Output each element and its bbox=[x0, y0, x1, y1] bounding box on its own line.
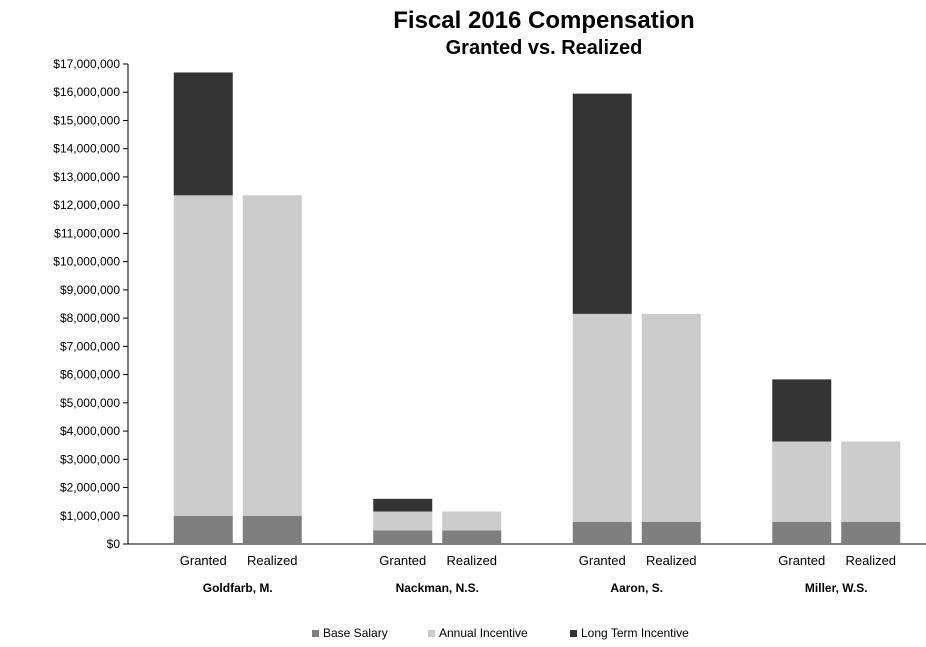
bar-segment bbox=[572, 313, 632, 522]
chart-subtitle: Granted vs. Realized bbox=[446, 37, 643, 59]
y-tick-label: $2,000,000 bbox=[60, 481, 120, 495]
y-tick-label: $12,000,000 bbox=[53, 198, 120, 212]
bar-segment bbox=[242, 195, 302, 516]
y-tick-label: $1,000,000 bbox=[60, 509, 120, 523]
bar-segment bbox=[641, 313, 701, 522]
y-tick-label: $5,000,000 bbox=[60, 396, 120, 410]
group-label: Miller, W.S. bbox=[805, 581, 868, 595]
bar-segment bbox=[173, 195, 233, 516]
legend: Base Salary Annual Incentive Long Term Inc… bbox=[312, 626, 689, 640]
group-label: Aaron, S. bbox=[610, 581, 663, 595]
bar-category-label: Granted bbox=[579, 553, 626, 568]
bar-category-label: Granted bbox=[778, 553, 825, 568]
bar-segment bbox=[841, 441, 901, 522]
y-tick-label: $0 bbox=[107, 537, 121, 551]
bar-segment bbox=[373, 498, 433, 512]
bar-category-label: Granted bbox=[379, 553, 426, 568]
bar-segment bbox=[173, 515, 233, 544]
y-tick-label: $4,000,000 bbox=[60, 424, 120, 438]
legend-label: Annual Incentive bbox=[439, 626, 528, 640]
legend-swatch bbox=[312, 630, 319, 637]
bar-category-label: Realized bbox=[845, 553, 896, 568]
bar-category-label: Realized bbox=[247, 553, 298, 568]
bar-segment bbox=[841, 521, 901, 544]
group-label: Nackman, N.S. bbox=[396, 581, 479, 595]
bar-segment bbox=[242, 515, 302, 544]
bar-segment bbox=[373, 511, 433, 531]
y-tick-label: $16,000,000 bbox=[53, 85, 120, 99]
bar-category-label: Realized bbox=[646, 553, 697, 568]
bar-segment bbox=[572, 521, 632, 544]
x-axis-labels: Granted Realized Goldfarb, M. Granted Realiz… bbox=[180, 553, 896, 595]
legend-swatch bbox=[570, 630, 577, 637]
bar-segment bbox=[772, 441, 832, 522]
bar-category-label: Realized bbox=[446, 553, 497, 568]
y-tick-label: $17,000,000 bbox=[53, 57, 120, 71]
legend-label: Long Term Incentive bbox=[581, 626, 689, 640]
group-label: Goldfarb, M. bbox=[203, 581, 273, 595]
bar-segment bbox=[173, 72, 233, 196]
legend-label: Base Salary bbox=[323, 626, 388, 640]
bar-segment bbox=[641, 521, 701, 544]
bar-segment bbox=[442, 530, 502, 544]
y-tick-label: $6,000,000 bbox=[60, 368, 120, 382]
y-tick-label: $10,000,000 bbox=[53, 255, 120, 269]
y-tick-label: $3,000,000 bbox=[60, 452, 120, 466]
y-tick-label: $7,000,000 bbox=[60, 339, 120, 353]
bar-segment bbox=[772, 379, 832, 442]
bar-segment bbox=[772, 521, 832, 544]
bar-category-label: Granted bbox=[180, 553, 227, 568]
bar-segment bbox=[373, 530, 433, 544]
legend-swatch bbox=[428, 630, 435, 637]
y-tick-label: $13,000,000 bbox=[53, 170, 120, 184]
y-tick-label: $14,000,000 bbox=[53, 142, 120, 156]
y-tick-label: $11,000,000 bbox=[54, 226, 120, 240]
bar-segment bbox=[442, 511, 502, 531]
bars bbox=[173, 72, 901, 544]
bar-segment bbox=[572, 93, 632, 314]
y-axis: $0 $1,000,000 $2,000,000 $3,000,000 $4,000,0… bbox=[53, 57, 926, 551]
y-tick-label: $8,000,000 bbox=[60, 311, 120, 325]
chart-title: Fiscal 2016 Compensation bbox=[393, 7, 694, 34]
y-tick-label: $15,000,000 bbox=[53, 113, 120, 127]
y-tick-label: $9,000,000 bbox=[60, 283, 120, 297]
